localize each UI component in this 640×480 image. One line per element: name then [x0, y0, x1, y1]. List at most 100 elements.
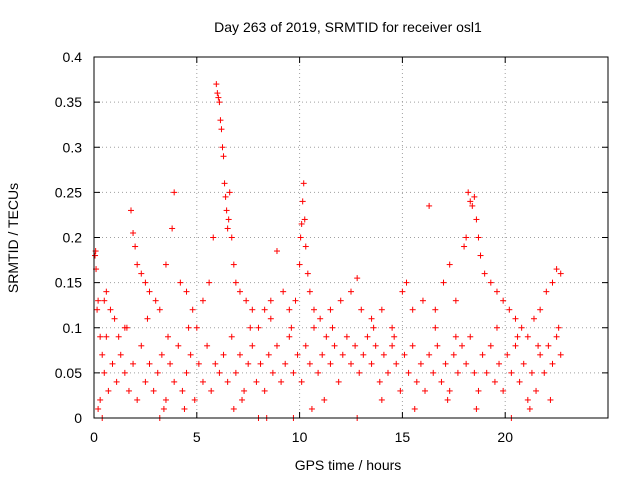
- data-point: [286, 333, 293, 340]
- data-point: [261, 306, 268, 313]
- data-point: [493, 324, 500, 331]
- data-point: [162, 396, 169, 403]
- data-point: [549, 279, 556, 286]
- data-point: [524, 396, 531, 403]
- data-point: [107, 306, 114, 313]
- x-tick-label: 5: [193, 429, 201, 445]
- data-point: [310, 306, 317, 313]
- data-point: [300, 180, 307, 187]
- data-point: [191, 396, 198, 403]
- data-point: [134, 396, 141, 403]
- data-point: [496, 360, 503, 367]
- data-point: [278, 378, 285, 385]
- y-tick-label: 0: [74, 410, 82, 426]
- data-point: [491, 378, 498, 385]
- data-point: [298, 378, 305, 385]
- data-point: [356, 369, 363, 376]
- data-point: [230, 261, 237, 268]
- data-point: [132, 243, 139, 250]
- data-point: [426, 351, 433, 358]
- data-point: [553, 266, 560, 273]
- data-point: [236, 351, 243, 358]
- data-point: [327, 360, 334, 367]
- data-point: [368, 360, 375, 367]
- data-point: [167, 360, 174, 367]
- data-point: [113, 378, 120, 385]
- data-point: [171, 378, 178, 385]
- data-point: [162, 261, 169, 268]
- data-point: [343, 333, 350, 340]
- x-tick-label: 20: [497, 429, 513, 445]
- data-point: [215, 94, 222, 101]
- data-point: [226, 189, 233, 196]
- data-point: [422, 387, 429, 394]
- data-point: [463, 360, 470, 367]
- data-point: [530, 315, 537, 322]
- data-point: [461, 243, 468, 250]
- data-point: [302, 243, 309, 250]
- data-point: [518, 324, 525, 331]
- data-point: [432, 306, 439, 313]
- data-point: [267, 297, 274, 304]
- data-point: [121, 369, 128, 376]
- x-tick-label: 15: [395, 429, 411, 445]
- x-axis-label: GPS time / hours: [295, 457, 402, 473]
- data-point: [103, 288, 110, 295]
- data-point: [181, 405, 188, 412]
- data-point: [364, 333, 371, 340]
- data-point: [319, 351, 326, 358]
- data-point: [465, 189, 472, 196]
- data-point: [216, 369, 223, 376]
- data-point: [473, 405, 480, 412]
- data-point: [432, 324, 439, 331]
- data-point: [426, 202, 433, 209]
- data-point: [125, 387, 132, 394]
- data-point: [467, 198, 474, 205]
- data-point: [545, 342, 552, 349]
- data-point: [296, 261, 303, 268]
- data-point: [216, 99, 223, 106]
- data-point: [199, 378, 206, 385]
- y-tick-label: 0.1: [63, 320, 83, 336]
- data-point: [210, 234, 217, 241]
- data-point: [95, 297, 102, 304]
- data-point: [528, 369, 535, 376]
- data-point: [189, 306, 196, 313]
- y-tick-label: 0.35: [55, 94, 82, 110]
- data-point: [459, 342, 466, 349]
- data-point: [146, 360, 153, 367]
- data-point: [257, 360, 264, 367]
- data-point: [306, 360, 313, 367]
- data-point: [385, 369, 392, 376]
- data-point: [152, 297, 159, 304]
- data-point: [111, 315, 118, 322]
- data-point: [543, 288, 550, 295]
- data-point: [403, 279, 410, 286]
- data-point: [409, 342, 416, 349]
- data-point: [389, 342, 396, 349]
- data-point: [232, 369, 239, 376]
- y-tick-label: 0.2: [63, 230, 83, 246]
- data-point: [419, 297, 426, 304]
- data-point: [247, 324, 254, 331]
- data-point: [142, 279, 149, 286]
- data-point: [138, 342, 145, 349]
- data-point: [273, 342, 280, 349]
- data-point: [142, 378, 149, 385]
- data-point: [213, 81, 220, 88]
- data-point: [150, 387, 157, 394]
- data-point: [512, 315, 519, 322]
- data-point: [411, 405, 418, 412]
- data-point: [290, 369, 297, 376]
- data-point: [160, 405, 167, 412]
- data-point: [409, 306, 416, 313]
- data-point: [224, 378, 231, 385]
- data-point: [223, 207, 230, 214]
- data-point: [253, 378, 260, 385]
- data-point: [442, 360, 449, 367]
- y-tick-label: 0.25: [55, 184, 82, 200]
- data-point: [393, 360, 400, 367]
- data-point: [526, 405, 533, 412]
- data-point: [500, 387, 507, 394]
